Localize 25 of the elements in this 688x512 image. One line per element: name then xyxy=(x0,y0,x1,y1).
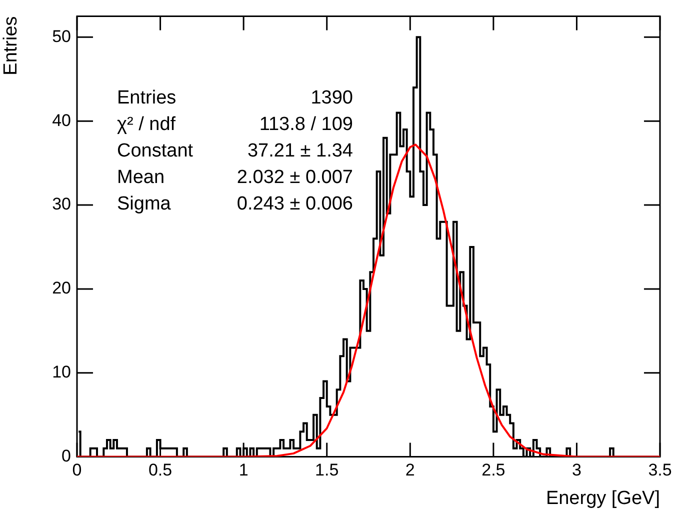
x-tick-label: 2 xyxy=(405,460,415,480)
annotation: Entries xyxy=(117,87,176,108)
x-axis-title: Energy [GeV] xyxy=(546,488,660,509)
annotation: 0.243 ± 0.006 xyxy=(236,193,353,214)
x-tick-label: 0.5 xyxy=(148,460,172,480)
annotation: Constant xyxy=(117,140,194,162)
annotation: Sigma xyxy=(117,193,172,214)
y-axis-title: Entries xyxy=(0,16,22,76)
annotation: χ² / ndf xyxy=(117,114,176,135)
y-tick-label: 10 xyxy=(52,362,71,382)
y-tick-label: 50 xyxy=(52,26,71,46)
x-tick-label: 1 xyxy=(238,460,248,480)
y-tick-label: 30 xyxy=(52,194,71,214)
annotation: Mean xyxy=(117,166,165,188)
x-tick-label: 3.5 xyxy=(648,460,672,480)
x-tick-label: 2.5 xyxy=(482,460,506,480)
x-tick-label: 1.5 xyxy=(315,460,339,480)
annotation: 113.8 / 109 xyxy=(259,114,353,135)
annotation: 1390 xyxy=(310,87,353,108)
y-tick-label: 0 xyxy=(62,446,71,466)
x-tick-label: 3 xyxy=(572,460,582,480)
y-tick-label: 40 xyxy=(52,110,71,130)
annotation: 37.21 ± 1.34 xyxy=(247,140,354,162)
y-tick-label: 20 xyxy=(52,278,71,298)
annotation: 2.032 ± 0.007 xyxy=(236,166,353,188)
